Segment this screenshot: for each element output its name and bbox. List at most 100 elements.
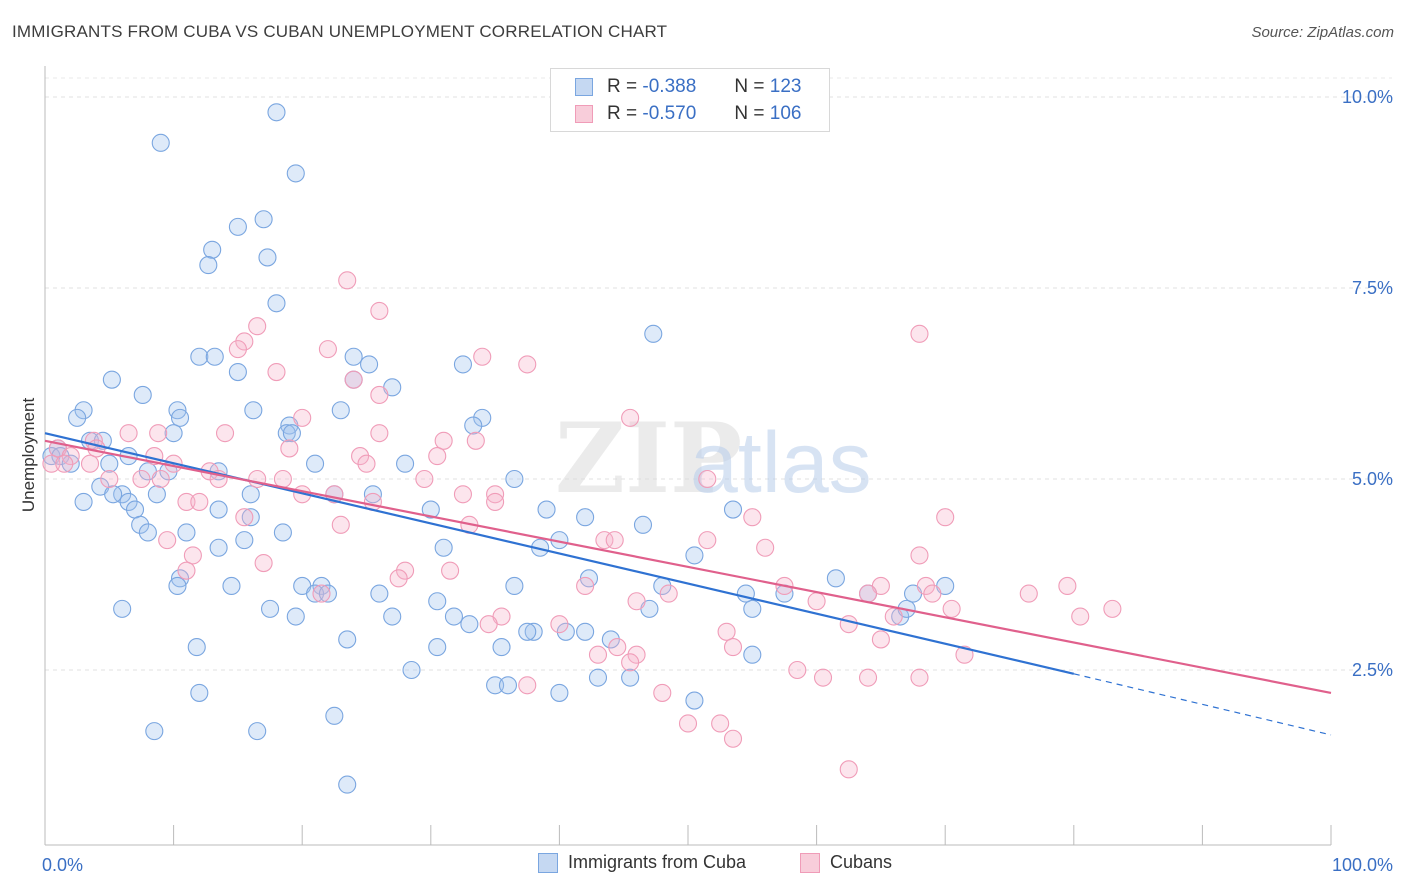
point-cubans — [338, 271, 357, 290]
point-immigrants-from-cuba — [492, 638, 511, 657]
point-cubans — [132, 469, 151, 489]
point-immigrants-from-cuba — [460, 615, 479, 634]
legend-row-blue: R = -0.388 N = 123 — [575, 75, 801, 99]
point-cubans — [936, 508, 955, 527]
point-cubans — [370, 385, 389, 405]
blue-r-value: -0.388 — [642, 76, 697, 97]
point-cubans — [151, 469, 170, 489]
point-immigrants-from-cuba — [306, 454, 325, 473]
point-immigrants-from-cuba — [588, 668, 608, 687]
point-immigrants-from-cuba — [273, 523, 292, 542]
point-cubans — [87, 439, 106, 458]
point-cubans — [923, 584, 942, 603]
point-cubans — [839, 760, 858, 779]
point-cubans — [370, 424, 389, 443]
point-cubans — [717, 622, 736, 641]
correlation-legend: R = -0.388 N = 123 R = -0.570 N = 106 — [550, 68, 830, 132]
pink-n-value: 106 — [769, 103, 802, 124]
axes — [44, 66, 1332, 846]
point-immigrants-from-cuba — [241, 508, 260, 527]
blue-swatch — [575, 78, 593, 96]
point-cubans — [910, 324, 929, 343]
point-cubans — [466, 431, 485, 450]
point-immigrants-from-cuba — [119, 492, 138, 511]
point-immigrants-from-cuba — [434, 538, 453, 557]
point-cubans — [473, 347, 492, 366]
point-cubans — [453, 485, 473, 504]
point-cubans — [293, 408, 312, 427]
point-immigrants-from-cuba — [199, 256, 218, 275]
point-cubans — [627, 592, 646, 611]
point-immigrants-from-cuba — [113, 599, 132, 618]
point-cubans — [396, 561, 415, 580]
n-label: N = — [734, 103, 765, 124]
gridlines — [45, 77, 1392, 671]
point-cubans — [588, 645, 608, 664]
point-immigrants-from-cuba — [100, 454, 119, 473]
point-immigrants-from-cuba — [318, 584, 337, 603]
point-immigrants-from-cuba — [621, 668, 640, 687]
point-immigrants-from-cuba — [267, 103, 286, 122]
point-immigrants-from-cuba — [254, 210, 273, 229]
point-immigrants-from-cuba — [241, 485, 260, 504]
point-immigrants-from-cuba — [498, 676, 518, 695]
point-cubans — [254, 553, 273, 573]
point-cubans — [248, 317, 267, 336]
point-immigrants-from-cuba — [421, 500, 440, 519]
point-immigrants-from-cuba — [524, 622, 543, 641]
point-immigrants-from-cuba — [338, 775, 357, 794]
point-immigrants-from-cuba — [537, 500, 556, 519]
y-tick-label: 2.5% — [1352, 660, 1393, 680]
point-cubans — [415, 469, 434, 489]
point-immigrants-from-cuba — [486, 676, 505, 695]
point-immigrants-from-cuba — [244, 401, 263, 420]
point-immigrants-from-cuba — [145, 722, 164, 741]
point-immigrants-from-cuba — [576, 622, 595, 641]
point-cubans — [550, 615, 569, 634]
point-cubans — [910, 546, 929, 565]
point-cubans — [267, 362, 286, 382]
point-immigrants-from-cuba — [131, 515, 150, 534]
point-immigrants-from-cuba — [331, 401, 350, 420]
y-axis-label: Unemployment — [19, 398, 38, 513]
bottom-legend-pink: Cubans — [800, 852, 892, 873]
point-cubans — [486, 492, 505, 511]
pink-legend-swatch — [800, 852, 820, 873]
point-cubans — [183, 546, 202, 565]
point-immigrants-from-cuba — [428, 592, 447, 611]
point-immigrants-from-cuba — [209, 500, 228, 519]
point-immigrants-from-cuba — [228, 217, 247, 236]
r-label: R = — [607, 103, 638, 124]
point-cubans — [119, 424, 138, 443]
point-cubans — [858, 584, 878, 603]
point-cubans — [743, 508, 762, 527]
point-immigrants-from-cuba — [286, 164, 305, 183]
point-immigrants-from-cuba — [267, 294, 286, 313]
point-cubans — [621, 653, 640, 672]
point-immigrants-from-cuba — [312, 576, 331, 596]
point-immigrants-from-cuba — [826, 569, 845, 588]
point-immigrants-from-cuba — [306, 584, 325, 603]
x-tick-label-min: 0.0% — [42, 855, 83, 875]
trend-line-pink — [44, 439, 1332, 694]
pink-legend-label: Cubans — [830, 852, 893, 872]
point-cubans — [813, 668, 833, 687]
point-immigrants-from-cuba — [344, 347, 363, 366]
point-cubans — [627, 645, 646, 664]
point-cubans — [871, 630, 890, 649]
point-cubans — [1058, 576, 1077, 596]
point-cubans — [228, 340, 247, 359]
point-immigrants-from-cuba — [286, 607, 305, 626]
point-immigrants-from-cuba — [453, 355, 473, 374]
point-immigrants-from-cuba — [248, 722, 267, 741]
point-immigrants-from-cuba — [74, 401, 93, 420]
point-cubans — [177, 492, 196, 511]
point-cubans — [518, 355, 537, 374]
point-immigrants-from-cuba — [370, 584, 389, 603]
point-immigrants-from-cuba — [235, 531, 254, 550]
point-immigrants-from-cuba — [363, 485, 382, 504]
point-cubans — [318, 340, 337, 359]
point-cubans — [608, 638, 627, 657]
point-immigrants-from-cuba — [644, 324, 663, 343]
